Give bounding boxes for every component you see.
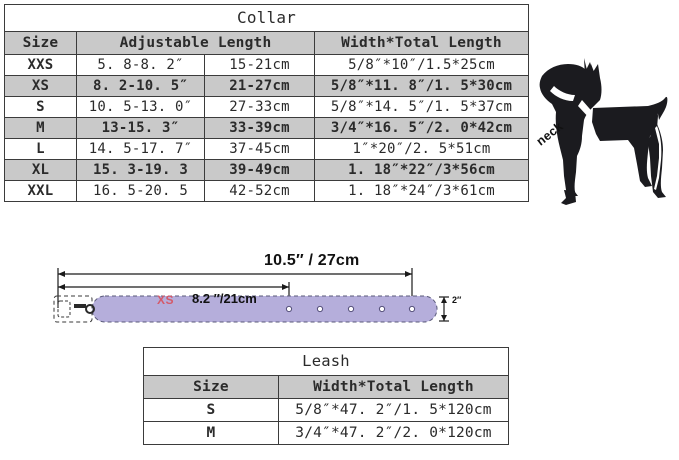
collar-size-table: Collar Size Adjustable Length Width*Tota…	[4, 4, 529, 202]
collar-cell-length-in: 16. 5-20. 5	[76, 180, 205, 202]
table-row: XXL 16. 5-20. 5 42-52cm 1. 18″*24″/3*61c…	[4, 180, 529, 202]
collar-table-title: Collar	[4, 4, 529, 32]
collar-header-adjustable-length: Adjustable Length	[76, 31, 315, 55]
collar-diagram-graphic	[53, 268, 449, 323]
collar-header-width-total-length: Width*Total Length	[314, 31, 529, 55]
collar-cell-width-total: 5/8″*11. 8″/1. 5*30cm	[314, 75, 529, 97]
collar-cell-length-in: 8. 2-10. 5″	[76, 75, 205, 97]
table-row: S 5/8″*47. 2″/1. 5*120cm	[143, 398, 510, 422]
buckle-selection-box	[53, 295, 93, 323]
total-length-label: 10.5″ / 27cm	[264, 252, 360, 269]
collar-cell-width-total: 1. 18″*24″/3*61cm	[314, 180, 529, 202]
leash-cell-width-total: 5/8″*47. 2″/1. 5*120cm	[277, 398, 510, 422]
buckle-ring-icon	[85, 304, 95, 314]
collar-cell-size: XXS	[4, 54, 77, 76]
leash-cell-width-total: 3/4″*47. 2″/2. 0*120cm	[277, 421, 510, 445]
leash-table-title-row: Leash	[142, 347, 510, 376]
collar-size-tag: XS	[157, 293, 175, 307]
collar-cell-length-in: 15. 3-19. 3	[76, 159, 205, 181]
table-row: L 14. 5-17. 7″ 37-45cm 1″*20″/2. 5*51cm	[4, 138, 529, 160]
collar-table-header-row: Size Adjustable Length Width*Total Lengt…	[4, 31, 529, 55]
leash-size-table-container: Leash Size Width*Total Length S 5/8″*47.…	[142, 347, 510, 445]
collar-cell-length-cm: 27-33cm	[204, 96, 315, 118]
adjustable-length-dimension-line	[58, 282, 290, 308]
collar-table-title-row: Collar	[4, 4, 529, 32]
collar-cell-width-total: 1. 18″*22″/3*56cm	[314, 159, 529, 181]
collar-cell-width-total: 1″*20″/2. 5*51cm	[314, 138, 529, 160]
strap-width-dimension-line	[439, 296, 449, 322]
collar-cell-length-cm: 15-21cm	[204, 54, 315, 76]
leash-header-size: Size	[143, 375, 279, 399]
dog-silhouette-icon	[539, 58, 668, 205]
collar-holes	[285, 305, 416, 313]
collar-cell-size: S	[4, 96, 77, 118]
table-row: XS 8. 2-10. 5″ 21-27cm 5/8″*11. 8″/1. 5*…	[4, 75, 529, 97]
leash-header-width-total-length: Width*Total Length	[277, 375, 510, 399]
table-row: S 10. 5-13. 0″ 27-33cm 5/8″*14. 5″/1. 5*…	[4, 96, 529, 118]
collar-cell-size: XXL	[4, 180, 77, 202]
leash-cell-size: M	[143, 421, 279, 445]
leash-table-title: Leash	[142, 347, 510, 376]
table-row: M 3/4″*47. 2″/2. 0*120cm	[143, 421, 510, 445]
collar-cell-length-cm: 37-45cm	[204, 138, 315, 160]
leash-cell-size: S	[143, 398, 279, 422]
collar-cell-size: XS	[4, 75, 77, 97]
collar-cell-length-cm: 42-52cm	[204, 180, 315, 202]
table-row: XXS 5. 8-8. 2″ 15-21cm 5/8″*10″/1.5*25cm	[4, 54, 529, 76]
leash-table-header-row: Size Width*Total Length	[143, 375, 510, 399]
collar-cell-length-in: 10. 5-13. 0″	[76, 96, 205, 118]
collar-cell-width-total: 5/8″*10″/1.5*25cm	[314, 54, 529, 76]
collar-cell-size: M	[4, 117, 77, 139]
collar-cell-size: XL	[4, 159, 77, 181]
strap-width-label: 2″	[452, 295, 462, 305]
buckle-bar-icon	[74, 304, 86, 308]
collar-cell-length-cm: 33-39cm	[204, 117, 315, 139]
collar-cell-length-in: 13-15. 3″	[76, 117, 205, 139]
collar-cell-width-total: 5/8″*14. 5″/1. 5*37cm	[314, 96, 529, 118]
leash-size-table: Leash Size Width*Total Length S 5/8″*47.…	[142, 347, 510, 445]
collar-strap	[91, 295, 438, 323]
collar-cell-length-cm: 21-27cm	[204, 75, 315, 97]
collar-cell-length-in: 5. 8-8. 2″	[76, 54, 205, 76]
collar-header-size: Size	[4, 31, 77, 55]
table-row: M 13-15. 3″ 33-39cm 3/4″*16. 5″/2. 0*42c…	[4, 117, 529, 139]
buckle-tongue-box	[57, 300, 71, 318]
collar-measurement-diagram: 10.5″ / 27cm XS 8.2 ″/21cm 2″	[52, 252, 482, 342]
dog-illustration: neck	[530, 44, 679, 220]
table-row: XL 15. 3-19. 3 39-49cm 1. 18″*22″/3*56cm	[4, 159, 529, 181]
collar-cell-length-cm: 39-49cm	[204, 159, 315, 181]
collar-cell-width-total: 3/4″*16. 5″/2. 0*42cm	[314, 117, 529, 139]
collar-cell-size: L	[4, 138, 77, 160]
collar-size-table-container: Collar Size Adjustable Length Width*Tota…	[4, 4, 529, 202]
collar-cell-length-in: 14. 5-17. 7″	[76, 138, 205, 160]
adjustable-length-label: 8.2 ″/21cm	[192, 291, 257, 306]
